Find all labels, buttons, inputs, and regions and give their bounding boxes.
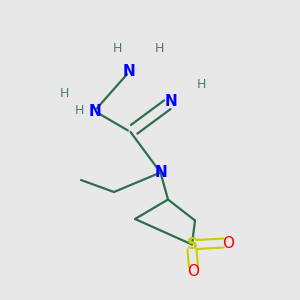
Text: N: N bbox=[123, 64, 135, 80]
Text: H: H bbox=[196, 77, 206, 91]
Text: H: H bbox=[154, 41, 164, 55]
Text: N: N bbox=[165, 94, 177, 110]
Text: H: H bbox=[75, 104, 84, 118]
Text: S: S bbox=[187, 237, 197, 252]
Text: H: H bbox=[112, 41, 122, 55]
Text: H: H bbox=[60, 86, 69, 100]
Text: O: O bbox=[222, 236, 234, 250]
Text: N: N bbox=[88, 103, 101, 118]
Text: N: N bbox=[154, 165, 167, 180]
Text: O: O bbox=[188, 264, 200, 279]
